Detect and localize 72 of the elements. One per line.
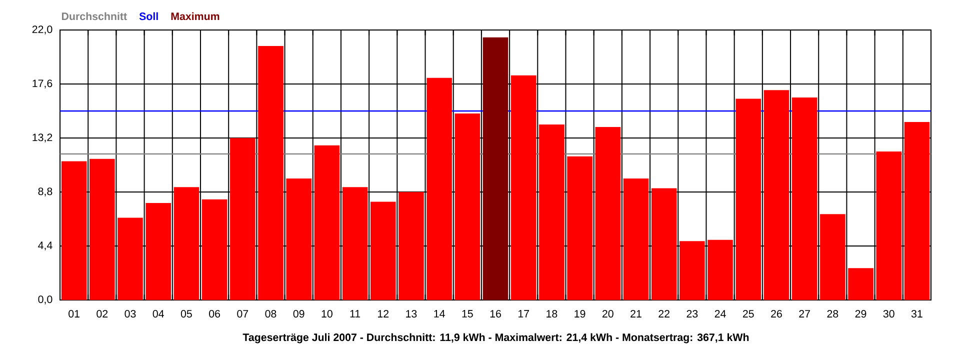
- y-tick-label: 8,8: [38, 188, 52, 196]
- y-tick-label: 0,0: [38, 296, 52, 304]
- x-tick-label: 10: [322, 310, 332, 318]
- x-tick-label: 06: [209, 310, 220, 318]
- bar: [764, 90, 790, 300]
- x-tick-label: 16: [490, 310, 501, 318]
- bar: [623, 178, 649, 300]
- x-tick-label: 20: [602, 310, 614, 318]
- bar: [146, 203, 171, 300]
- bar: [848, 268, 874, 300]
- bar: [118, 218, 143, 300]
- bar: [426, 78, 452, 300]
- x-tick-label: 19: [574, 310, 586, 318]
- y-tick-label: 4,4: [38, 242, 52, 250]
- text: Tageserträge Juli 2007 - Durchschnitt: 11,9 kWh - Maximalwert: 21,4 kWh - Monatsertrag: 367,1 kWh: [242, 333, 749, 344]
- x-tick-label: 13: [406, 310, 417, 318]
- bar: [539, 124, 564, 300]
- x-tick-label: 01: [68, 310, 80, 318]
- text: Maximum: [171, 12, 220, 20]
- ref-line-label: Soll: [139, 12, 158, 20]
- ref-line-label: Durchschnitt: [62, 12, 127, 20]
- x-tick-label: 26: [771, 310, 782, 318]
- x-tick-label: 24: [714, 310, 726, 318]
- bar: [482, 37, 508, 300]
- x-tick-label: 02: [96, 310, 108, 318]
- x-tick-label: 22: [658, 310, 670, 318]
- x-tick-label: 23: [686, 310, 698, 318]
- x-tick-label: 18: [546, 310, 558, 318]
- x-tick-label: 12: [378, 310, 389, 318]
- y-tick-label: 13,2: [32, 134, 52, 142]
- x-tick-label: 04: [152, 310, 164, 318]
- x-tick-label: 08: [265, 310, 276, 318]
- x-tick-label: 25: [742, 310, 754, 318]
- bar: [286, 178, 312, 300]
- x-tick-label: 30: [883, 310, 894, 318]
- x-tick-label: 14: [434, 310, 445, 318]
- bar: [398, 192, 424, 300]
- bar: [736, 98, 762, 300]
- bar: [708, 240, 733, 300]
- bar: [651, 188, 677, 300]
- bar: [61, 161, 87, 300]
- bar: [820, 214, 846, 300]
- y-tick-label: 22,0: [32, 26, 52, 34]
- x-tick-label: 27: [799, 310, 810, 318]
- bar: [258, 46, 284, 300]
- x-tick-label: 11: [350, 310, 360, 318]
- bar: [876, 151, 902, 300]
- x-tick-label: 03: [124, 310, 136, 318]
- x-tick-label: 31: [911, 310, 922, 318]
- x-tick-label: 05: [180, 310, 192, 318]
- x-tick-label: 07: [237, 310, 248, 318]
- bar: [314, 145, 340, 300]
- bar: [454, 113, 480, 300]
- x-tick-label: 09: [293, 310, 304, 318]
- bar: [904, 122, 930, 300]
- x-tick-label: 15: [462, 310, 473, 318]
- bar: [792, 97, 818, 300]
- bar: [680, 241, 705, 300]
- x-tick-label: 29: [855, 310, 866, 318]
- bar: [202, 199, 228, 300]
- bar: [342, 187, 368, 300]
- bar: [595, 126, 621, 300]
- x-tick-label: 21: [630, 310, 642, 318]
- bar: [370, 202, 396, 300]
- x-tick-label: 28: [827, 310, 838, 318]
- x-tick-label: 17: [518, 310, 529, 318]
- y-tick-label: 17,6: [32, 80, 52, 88]
- bar: [90, 158, 115, 300]
- bar: [230, 138, 256, 300]
- bar: [567, 156, 592, 300]
- bar: [174, 187, 200, 300]
- bar: [510, 75, 536, 300]
